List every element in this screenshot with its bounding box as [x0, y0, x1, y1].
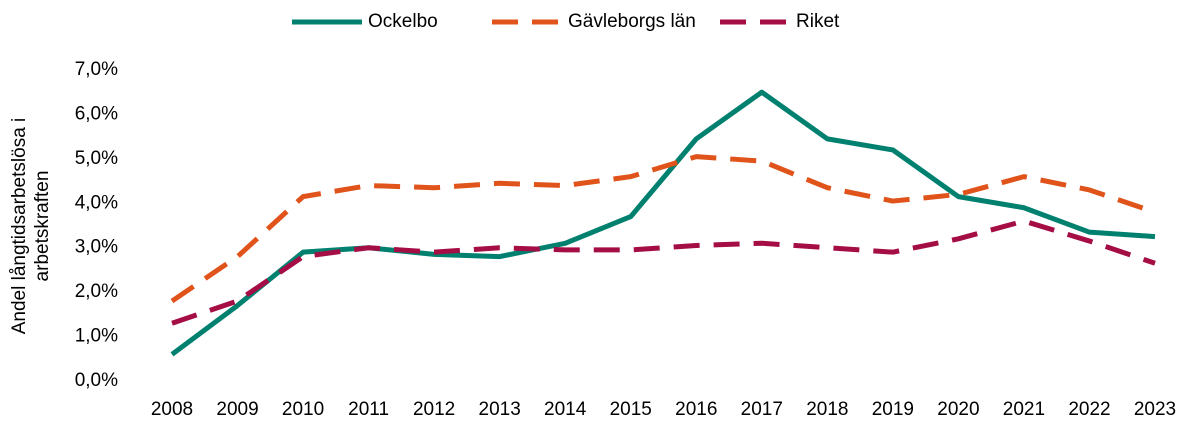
y-tick-label: 4,0%	[75, 192, 118, 213]
y-tick-label: 2,0%	[75, 281, 118, 302]
x-tick-label: 2021	[1003, 399, 1045, 420]
legend-label: Ockelbo	[368, 11, 438, 32]
y-tick-label: 1,0%	[75, 326, 118, 347]
x-tick-label: 2009	[216, 399, 258, 420]
x-tick-label: 2022	[1068, 399, 1110, 420]
legend-label: Gävleborgs län	[568, 11, 696, 32]
x-tick-label: 2020	[937, 399, 979, 420]
x-tick-label: 2016	[675, 399, 717, 420]
x-tick-label: 2013	[479, 399, 521, 420]
legend-label: Riket	[796, 11, 840, 32]
y-tick-label: 6,0%	[75, 103, 118, 124]
series-line	[170, 154, 1156, 304]
x-tick-label: 2019	[872, 399, 914, 420]
x-tick-label: 2015	[610, 399, 652, 420]
series-line	[171, 218, 1156, 326]
x-tick-label: 2023	[1134, 399, 1176, 420]
x-tick-label: 2014	[544, 399, 587, 420]
y-tick-label: 5,0%	[75, 148, 118, 169]
y-tick-label: 0,0%	[75, 370, 118, 391]
y-axis-label: Andel långtidsarbetslösa i	[9, 118, 30, 335]
x-tick-label: 2008	[151, 399, 193, 420]
y-tick-label: 3,0%	[75, 237, 118, 258]
x-tick-label: 2017	[741, 399, 783, 420]
x-tick-label: 2011	[348, 399, 389, 420]
x-tick-label: 2010	[282, 399, 324, 420]
x-tick-label: 2012	[413, 399, 455, 420]
y-axis-label: arbetskraften	[32, 171, 53, 282]
y-tick-label: 7,0%	[75, 59, 118, 80]
x-tick-label: 2018	[806, 399, 848, 420]
